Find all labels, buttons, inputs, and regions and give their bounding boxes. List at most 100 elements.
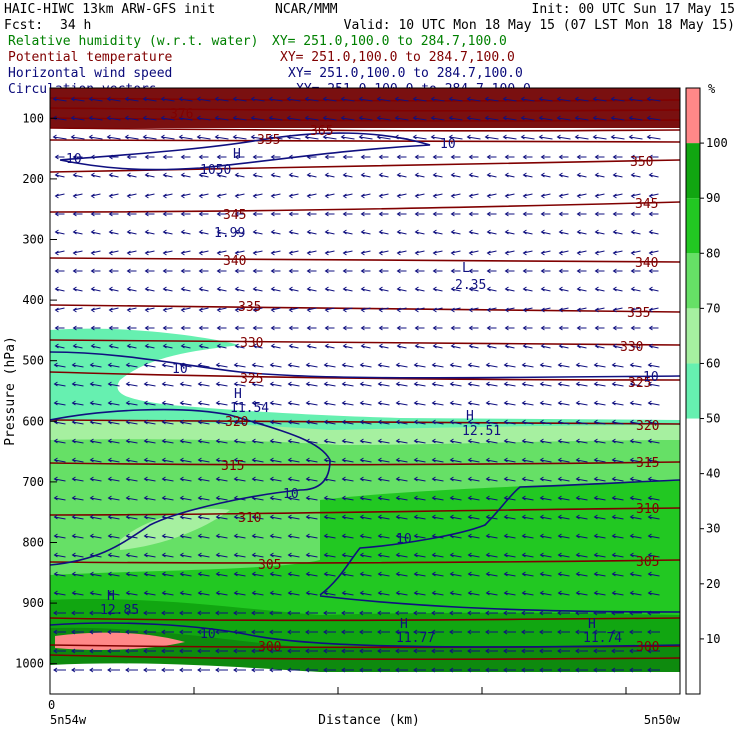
circulation-vector [270,193,281,199]
circulation-vector [431,590,444,596]
circulation-vector [450,268,461,274]
circulation-vector [522,325,533,331]
circulation-vector [449,610,462,616]
circulation-vector [611,571,624,577]
circulation-vector [180,343,191,349]
circulation-vector [539,514,552,520]
circulation-vector [305,648,318,654]
circulation-vector [197,419,210,425]
circulation-vector [413,648,426,654]
circulation-vector [360,325,371,331]
circulation-vector [107,590,120,596]
theta-label: 365 [310,124,333,139]
circulation-vector [612,211,623,217]
circulation-vector [629,438,642,444]
circulation-vector [197,610,210,616]
circulation-vector [504,229,515,235]
circulation-vector [143,514,156,520]
circulation-vector [378,154,389,160]
circulation-vector [538,134,553,140]
circulation-vector [197,362,210,368]
circulation-vector [360,286,371,292]
circulation-vector [72,343,83,349]
circulation-vector [251,590,264,596]
circulation-vector [611,495,624,501]
circulation-vector [269,667,282,673]
circulation-vector [432,154,443,160]
circulation-vector [144,211,155,217]
circulation-vector [143,381,156,387]
circulation-vector [144,286,155,292]
circulation-vector [413,419,426,425]
circulation-vector [287,514,300,520]
extremum-value: 11.77 [396,631,435,646]
circulation-vector [629,648,642,654]
circulation-vector [504,154,515,160]
field-wind-name: Horizontal wind speed [8,66,172,81]
circulation-vector [233,571,246,577]
wind-label: 10 [440,137,456,152]
circulation-vector [161,362,174,368]
circulation-vector [611,362,624,368]
circulation-vector [143,571,156,577]
circulation-vector [467,362,480,368]
circulation-vector [287,571,300,577]
circulation-vector [323,552,336,558]
circulation-vector [233,400,246,406]
circulation-vector [179,552,192,558]
colorbar-tick-label: 50 [706,412,720,426]
circulation-vector [54,172,65,178]
field-theta-xy: XY= 251.0,100.0 to 284.7,100.0 [280,50,515,65]
circulation-vector [576,343,587,349]
circulation-vector [556,134,571,140]
circulation-vector [180,250,191,256]
circulation-vector [90,343,101,349]
circulation-vector [72,211,83,217]
colorbar-swatch [686,473,700,529]
circulation-vector [395,495,408,501]
circulation-vector [126,268,137,274]
theta-label: 315 [636,456,659,471]
circulation-vector [503,514,516,520]
circulation-vector [648,325,659,331]
circulation-vector [90,307,101,313]
circulation-vector [503,590,516,596]
circulation-vector [503,629,516,635]
circulation-vector [557,667,570,673]
circulation-vector [251,495,264,501]
circulation-vector [53,495,66,501]
circulation-vector [269,476,282,482]
circulation-vector [395,514,408,520]
circulation-vector [520,115,535,121]
circulation-vector [575,571,588,577]
circulation-vector [197,457,210,463]
circulation-vector [540,343,551,349]
circulation-vector [341,419,354,425]
extrema-labels: H H 11.54 H 12.51 H 12.85 H 11.77 H 11.7… [100,147,622,646]
circulation-vector [144,193,155,199]
circulation-vector [432,307,443,313]
circulation-vector [486,343,497,349]
circulation-vector [305,438,318,444]
circulation-vector [198,325,209,331]
circulation-vector [358,134,373,140]
circulation-vector [323,457,336,463]
circulation-vector [71,571,84,577]
circulation-vector [486,172,497,178]
circulation-vector [377,362,390,368]
circulation-vector [359,514,372,520]
colorbar-tick-label: 60 [706,356,720,370]
circulation-vector [252,229,263,235]
circulation-vector [324,193,335,199]
extremum-value: 1.99 [214,226,245,241]
circulation-vector [647,476,660,482]
circulation-vector [216,307,227,313]
circulation-vector [414,154,425,160]
circulation-vector [503,648,516,654]
circulation-vector [521,571,534,577]
circulation-vector [540,286,551,292]
circulation-vector [143,362,156,368]
circulation-vector [106,134,121,140]
circulation-vector [629,476,642,482]
circulation-vector [484,134,499,140]
